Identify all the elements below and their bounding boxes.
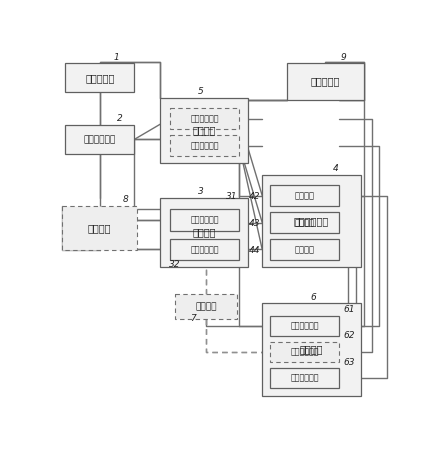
Text: 3: 3 bbox=[198, 188, 204, 196]
Bar bbox=[170, 209, 239, 231]
Text: 63: 63 bbox=[343, 358, 354, 366]
Bar bbox=[170, 239, 239, 260]
Bar bbox=[160, 98, 248, 163]
Bar bbox=[170, 108, 239, 129]
Text: 滤波电路: 滤波电路 bbox=[195, 302, 217, 311]
Text: 4: 4 bbox=[333, 164, 339, 173]
Text: 31: 31 bbox=[226, 192, 237, 201]
Text: 第一供电支路: 第一供电支路 bbox=[190, 114, 219, 123]
Text: 9: 9 bbox=[341, 53, 346, 61]
Text: 振荡电路: 振荡电路 bbox=[294, 218, 314, 227]
Text: 比较电路: 比较电路 bbox=[192, 228, 216, 237]
Text: 第二比较支路: 第二比较支路 bbox=[190, 245, 219, 254]
Bar bbox=[270, 316, 339, 336]
Bar bbox=[62, 206, 138, 250]
Text: 42: 42 bbox=[249, 192, 260, 201]
Text: 第一比较支路: 第一比较支路 bbox=[190, 216, 219, 225]
Text: 6: 6 bbox=[310, 293, 316, 302]
Bar bbox=[65, 63, 134, 92]
Text: 8: 8 bbox=[123, 195, 129, 204]
Bar bbox=[270, 368, 339, 388]
Bar bbox=[270, 212, 339, 233]
Text: 采样控制电路: 采样控制电路 bbox=[84, 135, 116, 144]
Text: 指示电路: 指示电路 bbox=[300, 345, 323, 354]
Text: 第一指示支路: 第一指示支路 bbox=[290, 321, 319, 330]
Bar bbox=[175, 294, 237, 319]
Bar bbox=[65, 125, 134, 154]
Bar bbox=[170, 135, 239, 156]
Text: 44: 44 bbox=[249, 246, 260, 255]
Bar bbox=[287, 63, 364, 100]
Text: 限制电路: 限制电路 bbox=[294, 191, 314, 200]
Bar bbox=[262, 304, 361, 396]
Text: 待充电设备: 待充电设备 bbox=[311, 77, 340, 86]
Bar bbox=[262, 175, 361, 267]
Text: 放大电路: 放大电路 bbox=[88, 223, 112, 233]
Text: 7: 7 bbox=[191, 315, 196, 323]
Text: 5: 5 bbox=[198, 87, 204, 96]
Text: 供电电路: 供电电路 bbox=[192, 126, 216, 135]
Bar bbox=[160, 198, 248, 267]
Text: 2: 2 bbox=[117, 114, 123, 123]
Text: 反相电路: 反相电路 bbox=[294, 245, 314, 254]
Text: 32: 32 bbox=[170, 261, 181, 269]
Text: 第二指示支路: 第二指示支路 bbox=[290, 347, 319, 356]
Text: 脉冲发生电路: 脉冲发生电路 bbox=[294, 216, 329, 226]
Bar bbox=[270, 185, 339, 207]
Text: 62: 62 bbox=[343, 331, 354, 340]
Bar bbox=[270, 342, 339, 362]
Bar bbox=[270, 239, 339, 260]
Text: 第二供电支路: 第二供电支路 bbox=[190, 141, 219, 150]
Text: 43: 43 bbox=[249, 219, 260, 228]
Text: 电能输入端: 电能输入端 bbox=[85, 73, 114, 83]
Text: 61: 61 bbox=[343, 305, 354, 314]
Text: 1: 1 bbox=[113, 53, 119, 61]
Text: 第三指示支路: 第三指示支路 bbox=[290, 374, 319, 383]
